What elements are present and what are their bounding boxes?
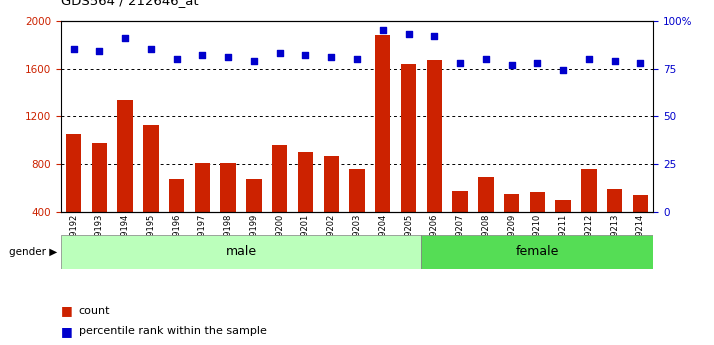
Point	[300, 52, 311, 58]
Bar	[401, 64, 416, 212]
Text: male: male	[226, 245, 256, 258]
Point	[196, 52, 208, 58]
Point	[635, 60, 646, 66]
Point	[583, 56, 595, 62]
Bar	[195, 163, 210, 212]
Bar	[530, 192, 545, 212]
Point	[145, 47, 156, 52]
Bar	[221, 163, 236, 212]
FancyBboxPatch shape	[421, 235, 653, 269]
Bar	[66, 135, 81, 212]
Text: ■: ■	[61, 304, 72, 317]
Bar	[272, 145, 288, 212]
Point	[119, 35, 131, 41]
Point	[428, 33, 440, 39]
Bar	[607, 189, 623, 212]
Point	[326, 54, 337, 60]
Point	[454, 60, 466, 66]
Point	[532, 60, 543, 66]
Bar	[169, 179, 184, 212]
Bar	[143, 125, 159, 212]
Point	[377, 28, 388, 33]
FancyBboxPatch shape	[61, 235, 421, 269]
Point	[480, 56, 491, 62]
Bar	[581, 169, 597, 212]
Point	[351, 56, 363, 62]
Point	[274, 50, 286, 56]
Bar	[298, 152, 313, 212]
Text: gender ▶: gender ▶	[9, 247, 57, 257]
Bar	[117, 100, 133, 212]
Bar	[91, 143, 107, 212]
Bar	[478, 177, 493, 212]
Text: female: female	[516, 245, 559, 258]
Bar	[633, 195, 648, 212]
Point	[223, 54, 234, 60]
Text: ■: ■	[61, 325, 72, 338]
Point	[506, 62, 518, 68]
Bar	[426, 60, 442, 212]
Point	[248, 58, 260, 64]
Point	[403, 31, 414, 37]
Bar	[246, 179, 261, 212]
Text: percentile rank within the sample: percentile rank within the sample	[79, 326, 266, 336]
Point	[558, 68, 569, 73]
Bar	[375, 35, 391, 212]
Bar	[504, 194, 519, 212]
Text: GDS564 / 212646_at: GDS564 / 212646_at	[61, 0, 198, 7]
Bar	[323, 156, 339, 212]
Bar	[555, 200, 571, 212]
Bar	[453, 191, 468, 212]
Text: count: count	[79, 306, 110, 315]
Point	[94, 49, 105, 54]
Point	[171, 56, 182, 62]
Point	[68, 47, 79, 52]
Point	[609, 58, 620, 64]
Bar	[349, 169, 365, 212]
